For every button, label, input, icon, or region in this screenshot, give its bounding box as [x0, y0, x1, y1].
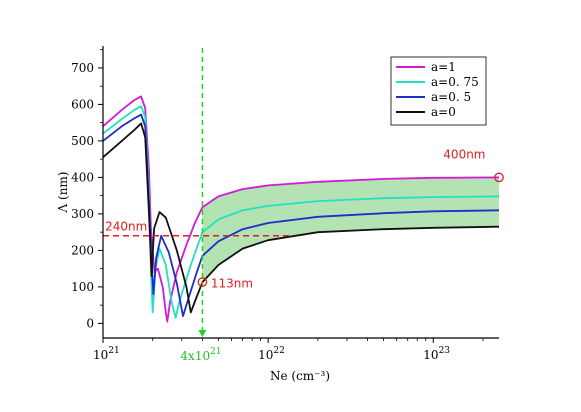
legend-label-2: a=0. 5	[431, 90, 471, 104]
y-tick-label: 500	[71, 134, 94, 148]
x-tick-label: 1023	[423, 346, 450, 362]
shaded-band	[202, 177, 499, 283]
annotation-0: 240nm	[105, 220, 147, 234]
y-tick-label: 200	[71, 243, 94, 257]
y-tick-label: 100	[71, 280, 94, 294]
markers-layer	[197, 172, 504, 288]
legend-label-1: a=0. 75	[431, 75, 479, 89]
y-tick-label: 400	[71, 170, 94, 184]
y-axis-label: Λ (nm)	[56, 172, 70, 214]
annotation-2: 400nm	[443, 147, 485, 161]
series-line-0	[102, 95, 500, 323]
legend-box	[390, 56, 487, 126]
marker-circle-0	[197, 277, 208, 288]
vline-label: 4x1021	[180, 347, 221, 363]
y-tick-label: 700	[71, 61, 94, 75]
series-line-2	[102, 113, 500, 317]
annotations-layer: 4x1021 240nm 113nm 400nm	[105, 147, 485, 363]
marker-circle-1	[494, 172, 504, 183]
series-line-1	[102, 105, 500, 319]
axes-layer: 0 100 200 300 400 500 600 700 1021 1022 1023 Ne (cm…	[56, 46, 499, 383]
legend-label-3: a=0	[431, 105, 456, 119]
y-tick-label: 0	[86, 316, 94, 330]
annotation-1: 113nm	[211, 277, 253, 291]
x-axis-label: Ne (cm⁻³)	[270, 369, 330, 383]
y-tick-label: 300	[71, 207, 94, 221]
vertical-line-arrow	[198, 330, 207, 337]
x-tick-label: 1022	[258, 346, 285, 362]
series-line-3	[102, 122, 500, 314]
series-layer	[102, 95, 500, 323]
y-tick-label: 600	[71, 97, 94, 111]
legend-label-0: a=1	[431, 60, 456, 74]
reference-lines-layer	[103, 48, 293, 337]
x-tick-label: 1021	[93, 346, 120, 362]
band-layer	[202, 177, 499, 283]
legend: a=1a=0. 75a=0. 5a=0	[390, 56, 487, 126]
